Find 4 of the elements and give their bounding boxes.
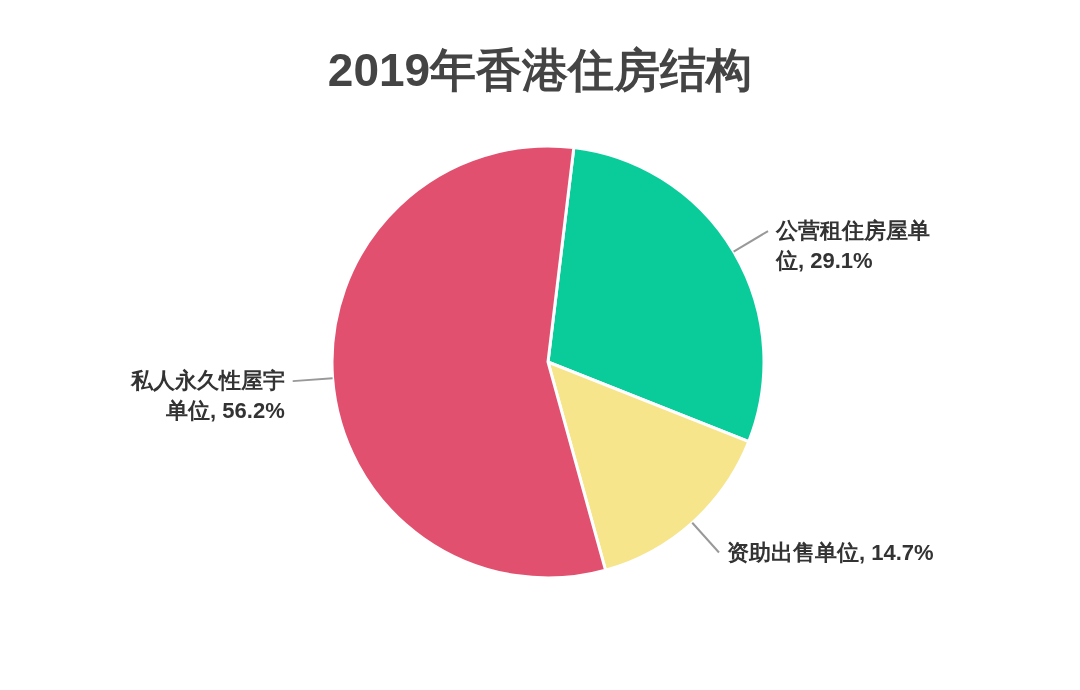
slice-label: 公营租住房屋单位, 29.1% — [775, 218, 931, 274]
slice-label: 资助出售单位, 14.7% — [726, 539, 934, 565]
chart-title: 2019年香港住房结构 — [327, 44, 753, 96]
slice-label: 私人永久性屋宇单位, 56.2% — [129, 368, 285, 424]
